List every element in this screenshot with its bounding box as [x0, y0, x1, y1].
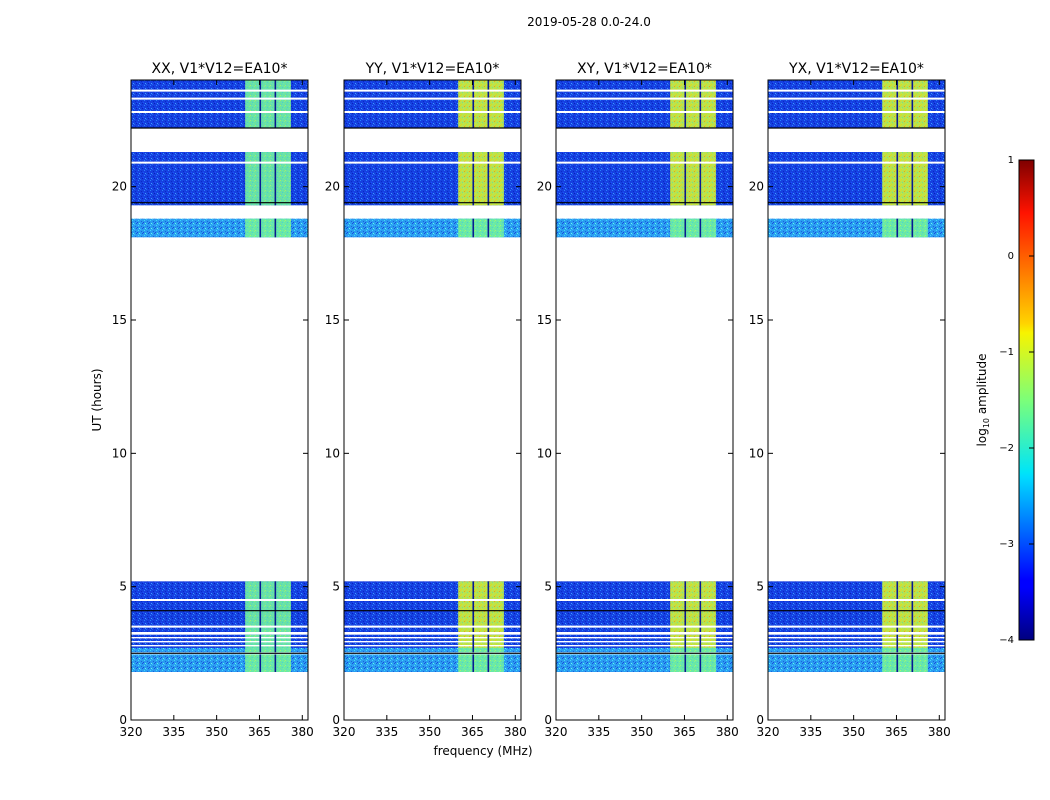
bright-band-4 — [245, 218, 291, 238]
y-tick-label: 15 — [537, 313, 552, 327]
y-tick-label: 5 — [119, 580, 127, 594]
bright-band-1 — [245, 648, 291, 672]
bright-band-3 — [882, 581, 928, 632]
x-tick-label: 365 — [248, 725, 271, 739]
colorbar-tick-label: −4 — [999, 635, 1014, 646]
colorbar-label-main: log — [975, 428, 989, 446]
x-tick-label: 365 — [673, 725, 696, 739]
x-tick-label: 380 — [291, 725, 314, 739]
figure-suptitle: 2019-05-28 0.0-24.0 — [527, 15, 651, 29]
heatmap-panel-3: XY, V1*V12=EA10* 320 335 350 365 380 0 5 10 15 20 — [537, 61, 739, 739]
bright-band-5 — [670, 152, 716, 206]
y-tick-label: 20 — [325, 180, 340, 194]
x-tick-label: 335 — [375, 725, 398, 739]
x-tick-label: 365 — [461, 725, 484, 739]
x-tick-label: 380 — [504, 725, 527, 739]
y-tick-label: 15 — [112, 313, 127, 327]
y-tick-label: 5 — [756, 580, 764, 594]
panels: XX, V1*V12=EA10*320 335 350 365 38005101520Y… — [112, 61, 951, 739]
bright-band-3 — [670, 581, 716, 632]
colorbar-ticks: −4 −3 −2 −1 0 1 — [999, 155, 1034, 646]
y-tick-label: 10 — [749, 446, 764, 460]
colorbar-tick-label: −3 — [999, 539, 1014, 550]
bright-band-6 — [882, 80, 928, 128]
axes-frame — [343, 79, 522, 721]
colorbar-label-rest: amplitude — [975, 354, 989, 418]
bright-band-3 — [458, 581, 504, 632]
bright-band-5 — [882, 152, 928, 206]
y-tick-label: 0 — [544, 713, 552, 727]
y-tick-label: 0 — [119, 713, 127, 727]
x-tick-label: 350 — [418, 725, 441, 739]
x-tick-label: 320 — [545, 725, 568, 739]
colorbar-tick-label: −2 — [999, 443, 1014, 454]
bright-band-3 — [245, 581, 291, 632]
panel-title: YX, V1*V12=EA10* — [788, 61, 924, 77]
x-tick-label: 365 — [885, 725, 908, 739]
x-tick-label: 350 — [630, 725, 653, 739]
x-tick-label: 335 — [162, 725, 185, 739]
bright-band-5 — [245, 152, 291, 206]
colorbar-gradient — [1018, 159, 1035, 641]
y-tick-label: 5 — [332, 580, 340, 594]
y-tick-label: 20 — [112, 180, 127, 194]
y-tick-label: 10 — [325, 446, 340, 460]
x-tick-label: 335 — [587, 725, 610, 739]
bright-band-5 — [458, 152, 504, 206]
axes-frame — [555, 79, 734, 721]
x-tick-label: 335 — [799, 725, 822, 739]
colorbar-label-sub: 10 — [982, 418, 991, 428]
y-tick-label: 0 — [332, 713, 340, 727]
bright-band-6 — [670, 80, 716, 128]
colorbar-tick-label: 0 — [1008, 251, 1014, 262]
colorbar-tick-label: 1 — [1008, 155, 1014, 166]
x-axis-label: frequency (MHz) — [433, 744, 532, 758]
x-tick-label: 380 — [716, 725, 739, 739]
bright-band-6 — [245, 80, 291, 128]
bright-band-4 — [458, 218, 504, 238]
y-tick-label: 10 — [537, 446, 552, 460]
x-tick-label: 320 — [757, 725, 780, 739]
y-tick-label: 10 — [112, 446, 127, 460]
heatmap-panel-1: XX, V1*V12=EA10* 320 335 350 365 380 0 5 10 15 20 — [112, 61, 314, 739]
bright-band-6 — [458, 80, 504, 128]
x-tick-label: 350 — [842, 725, 865, 739]
y-tick-label: 20 — [749, 180, 764, 194]
axes-frame — [130, 79, 309, 721]
colorbar-tick-label: −1 — [999, 347, 1014, 358]
panel-title: YY, V1*V12=EA10* — [365, 61, 500, 77]
bright-band-1 — [882, 648, 928, 672]
y-tick-label: 15 — [749, 313, 764, 327]
x-tick-label: 380 — [928, 725, 951, 739]
x-tick-label: 320 — [120, 725, 143, 739]
heatmap-panel-2: YY, V1*V12=EA10* 320 335 350 365 380 0 5 10 15 20 — [325, 61, 527, 739]
y-tick-label: 0 — [756, 713, 764, 727]
y-tick-label: 5 — [544, 580, 552, 594]
x-tick-label: 350 — [205, 725, 228, 739]
axes-frame — [767, 79, 946, 721]
bright-band-4 — [670, 218, 716, 238]
bright-band-1 — [458, 648, 504, 672]
colorbar-label: log10 amplitude — [975, 354, 991, 447]
y-tick-label: 20 — [537, 180, 552, 194]
y-axis-label: UT (hours) — [90, 368, 104, 431]
heatmap-panel-4: YX, V1*V12=EA10* 320 335 350 365 380 0 5 10 15 20 — [749, 61, 951, 739]
bright-band-4 — [882, 218, 928, 238]
colorbar: −4 −3 −2 −1 0 1 log10 amplitude — [975, 155, 1035, 646]
bright-band-1 — [670, 648, 716, 672]
panel-title: XX, V1*V12=EA10* — [152, 61, 288, 77]
y-tick-label: 15 — [325, 313, 340, 327]
panel-title: XY, V1*V12=EA10* — [577, 61, 712, 77]
x-tick-label: 320 — [333, 725, 356, 739]
